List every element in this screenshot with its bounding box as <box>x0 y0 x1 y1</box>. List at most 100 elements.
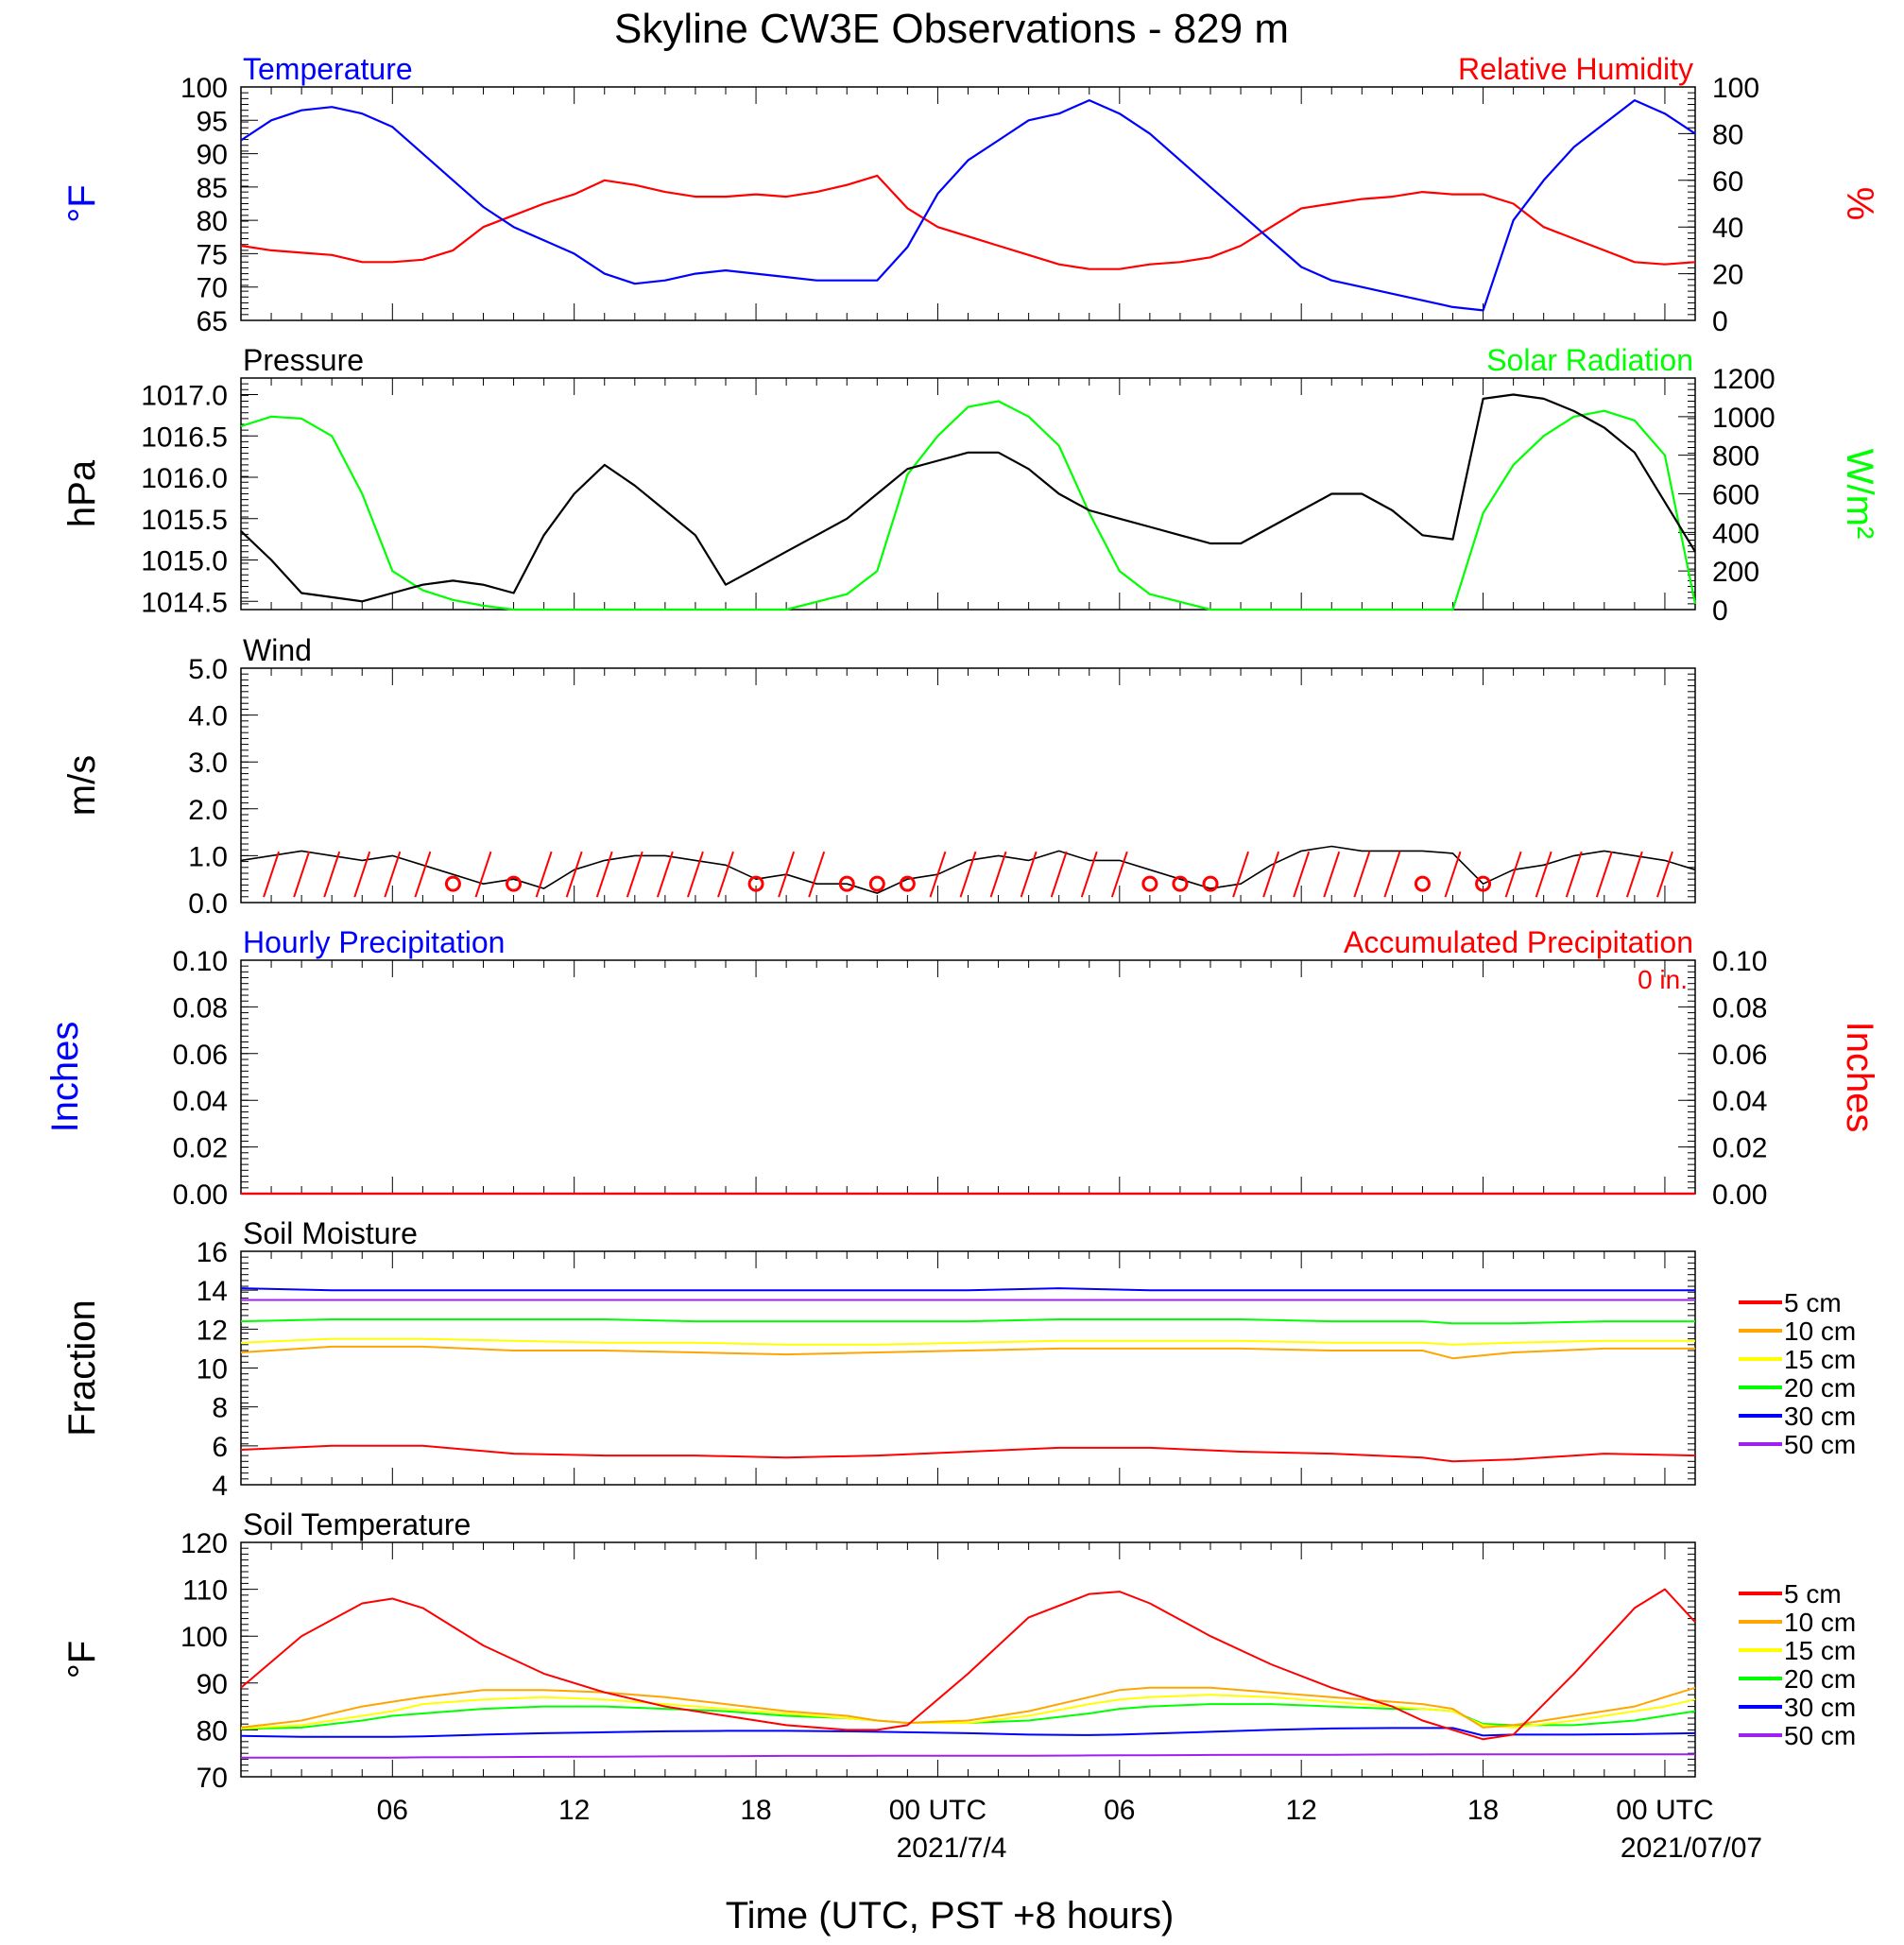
calm-wind-marker <box>747 875 764 892</box>
wind-barb <box>1110 851 1128 898</box>
wind-barb <box>293 851 311 898</box>
y-tick-label-left: 1015.0 <box>141 546 228 577</box>
wind-barb <box>1323 851 1341 898</box>
y-tick-label-right: 0 <box>1712 595 1728 627</box>
y-tick-label-right: 1000 <box>1712 403 1775 434</box>
legend-label: 30 cm <box>1784 1402 1856 1431</box>
y-tick-label-right: 40 <box>1712 213 1743 244</box>
wind-barb <box>1535 851 1552 898</box>
wind-barb <box>323 851 341 898</box>
legend-label: 10 cm <box>1784 1317 1856 1346</box>
x-tick-label: 18 <box>1467 1795 1499 1826</box>
panel-title-left: Temperature <box>243 52 413 86</box>
wind-barb <box>414 851 432 898</box>
legend-label: 5 cm <box>1784 1288 1842 1317</box>
y-tick-label-left: 1014.5 <box>141 587 228 618</box>
panel-3-frame <box>240 667 1696 904</box>
calm-wind-marker <box>899 875 916 892</box>
y-tick-label-right: 100 <box>1712 73 1759 104</box>
y-tick-label-right: 1200 <box>1712 364 1775 395</box>
soil-series-15cm <box>240 1694 1696 1730</box>
panel-title-left: Soil Moisture <box>243 1216 418 1250</box>
wind-barb <box>1565 851 1583 898</box>
x-tick-label: 12 <box>1286 1795 1317 1826</box>
soil-series-15cm <box>240 1337 1695 1346</box>
y-tick-label-left: 4.0 <box>188 701 228 732</box>
calm-wind-marker <box>444 875 461 892</box>
y-tick-label-left: 90 <box>197 1669 228 1700</box>
y-tick-label-left: 1.0 <box>188 841 228 872</box>
y-tick-label-left: 6 <box>212 1432 228 1463</box>
panel-axis-labels: 65707580859095100020406080100Temperature… <box>44 52 1880 1826</box>
y-axis-label-left: hPa <box>61 459 103 527</box>
y-tick-label-left: 12 <box>197 1315 228 1346</box>
soil-series-5cm <box>240 1588 1696 1741</box>
wind-barb <box>656 851 674 898</box>
x-tick-label: 00 UTC <box>1616 1795 1713 1826</box>
panel-title-left: Wind <box>243 633 312 667</box>
pressure-line <box>240 393 1696 603</box>
wind-barb <box>1050 851 1068 898</box>
panel-6-frame <box>240 1541 1696 1778</box>
wind-barb <box>535 851 553 898</box>
y-axis-label-left: °F <box>61 1641 103 1678</box>
wind-barb <box>1595 851 1613 898</box>
y-tick-label-left: 0.08 <box>173 992 228 1024</box>
y-tick-label-left: 95 <box>197 106 228 137</box>
wind-barb <box>1353 851 1371 898</box>
legend-label: 15 cm <box>1784 1345 1856 1374</box>
y-tick-label-left: 5.0 <box>188 654 228 685</box>
x-tick-label: 06 <box>377 1795 408 1826</box>
y-tick-label-left: 16 <box>197 1237 228 1268</box>
y-tick-label-left: 70 <box>197 273 228 304</box>
y-tick-label-right: 20 <box>1712 260 1743 291</box>
panel-title-left: Pressure <box>243 343 364 377</box>
y-tick-label-left: 14 <box>197 1276 228 1307</box>
legend-label: 50 cm <box>1784 1430 1856 1459</box>
panel-title-right: Relative Humidity <box>1458 52 1693 86</box>
x-tick-label: 06 <box>1104 1795 1135 1826</box>
soil-series-10cm <box>240 1345 1695 1360</box>
panel-2-frame <box>240 377 1696 611</box>
figure-title: Skyline CW3E Observations - 829 m <box>614 6 1289 52</box>
y-tick-label-right: 80 <box>1712 119 1743 150</box>
wind-barb <box>717 851 734 898</box>
wind-barb <box>1020 851 1038 898</box>
legend-label: 10 cm <box>1784 1608 1856 1637</box>
y-tick-label-left: 0.06 <box>173 1040 228 1071</box>
legend-label: 50 cm <box>1784 1721 1856 1750</box>
y-tick-label-left: 90 <box>197 140 228 171</box>
wind-barb <box>384 851 402 898</box>
calm-wind-marker <box>1202 875 1219 892</box>
y-tick-label-left: 85 <box>197 173 228 204</box>
y-tick-label-right: 0.06 <box>1712 1040 1767 1071</box>
y-tick-label-left: 8 <box>212 1393 228 1424</box>
solar-radiation-line <box>240 400 1697 611</box>
y-tick-label-left: 0.10 <box>173 946 228 977</box>
y-tick-label-right: 0.10 <box>1712 946 1767 977</box>
y-axis-label-left: °F <box>61 184 103 222</box>
y-tick-label-left: 1016.0 <box>141 463 228 494</box>
legend-label: 20 cm <box>1784 1664 1856 1694</box>
y-axis-label-left: Fraction <box>61 1300 103 1437</box>
temperature-line <box>240 98 1696 312</box>
panel-4-frame <box>240 959 1696 1195</box>
y-tick-label-left: 2.0 <box>188 795 228 826</box>
y-tick-label-left: 0.04 <box>173 1086 228 1117</box>
x-tick-label: 18 <box>740 1795 771 1826</box>
soil-series-30cm <box>240 1727 1696 1738</box>
wind-barb <box>1383 851 1401 898</box>
wind-barb <box>959 851 977 898</box>
soil-series-5cm <box>240 1444 1696 1463</box>
y-axis-label-right: W/m² <box>1839 449 1880 540</box>
y-axis-label-right: Inches <box>1839 1022 1880 1133</box>
wind-barb <box>474 851 492 898</box>
wind-barb <box>263 851 281 898</box>
y-axis-label-left: Inches <box>44 1022 86 1133</box>
wind-barb <box>1504 851 1522 898</box>
y-tick-label-left: 10 <box>197 1354 228 1386</box>
x-axis-title: Time (UTC, PST +8 hours) <box>726 1895 1175 1936</box>
y-tick-label-right: 200 <box>1712 557 1759 588</box>
y-tick-label-left: 100 <box>180 73 228 104</box>
